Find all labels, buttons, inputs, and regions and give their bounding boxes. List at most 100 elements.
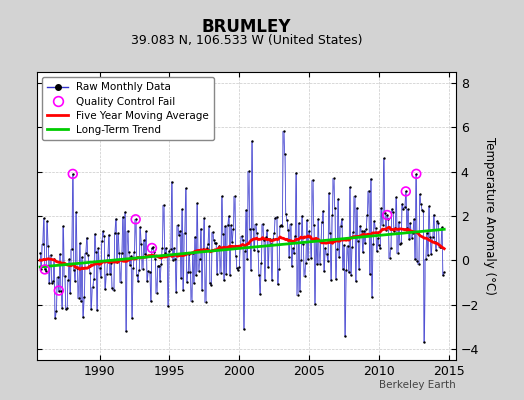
Point [345,269,353,275]
Point [421,256,430,262]
Point [385,255,394,262]
Point [174,231,183,238]
Point [93,307,102,313]
Point [330,175,338,182]
Point [104,252,112,258]
Point [401,188,410,195]
Point [369,241,377,247]
Point [232,252,240,259]
Point [303,217,311,224]
Point [383,212,391,218]
Point [162,245,170,251]
Point [201,298,210,305]
Point [143,278,151,284]
Point [172,289,181,296]
Point [326,230,334,236]
Point [422,229,431,236]
Point [429,234,437,241]
Point [50,256,58,262]
Point [112,216,120,222]
Point [412,171,420,177]
Point [383,212,391,218]
Point [70,267,78,273]
Point [316,239,325,245]
Point [141,251,149,258]
Point [135,267,144,273]
Point [136,224,145,231]
Point [157,261,166,267]
Point [375,242,383,248]
Point [115,250,124,256]
Point [147,298,155,304]
Point [108,285,116,292]
Point [114,230,123,236]
Point [117,250,126,256]
Point [249,226,257,232]
Point [92,249,100,255]
Point [80,294,89,300]
Point [409,230,417,236]
Point [65,256,73,262]
Point [86,270,94,276]
Point [301,260,310,266]
Point [288,262,296,269]
Point [368,294,376,300]
Point [431,239,439,245]
Point [85,262,93,269]
Point [39,215,48,222]
Point [433,218,441,224]
Point [113,259,121,265]
Point [370,218,378,224]
Point [358,249,367,255]
Point [87,305,95,312]
Point [372,224,380,231]
Point [51,315,60,322]
Point [438,224,446,230]
Point [389,209,397,215]
Point [401,188,410,195]
Point [206,280,214,286]
Point [134,278,142,284]
Point [418,206,427,213]
Point [53,274,62,280]
Point [378,222,387,228]
Point [352,278,360,284]
Point [214,245,223,251]
Point [271,214,280,221]
Point [169,257,177,263]
Point [354,238,362,245]
Point [77,297,85,304]
Point [258,220,267,227]
Point [186,269,194,275]
Point [347,272,355,278]
Point [311,300,319,307]
Point [95,265,104,271]
Point [59,223,68,230]
Point [284,226,292,233]
Point [241,248,249,254]
Point [107,260,115,267]
Point [408,235,416,242]
Point [97,238,106,244]
Point [399,206,408,212]
Point [230,226,238,232]
Point [194,268,203,274]
Point [158,245,167,252]
Point [139,237,148,244]
Point [254,248,262,254]
Point [69,171,77,177]
Point [43,218,51,224]
Point [58,304,67,311]
Point [179,286,188,293]
Point [325,190,333,196]
Point [196,225,205,232]
Point [198,286,206,293]
Point [52,308,61,314]
Point [222,271,231,277]
Point [74,295,83,302]
Point [211,240,219,247]
Point [96,274,105,280]
Point [237,233,246,239]
Point [122,327,130,334]
Point [45,280,53,287]
